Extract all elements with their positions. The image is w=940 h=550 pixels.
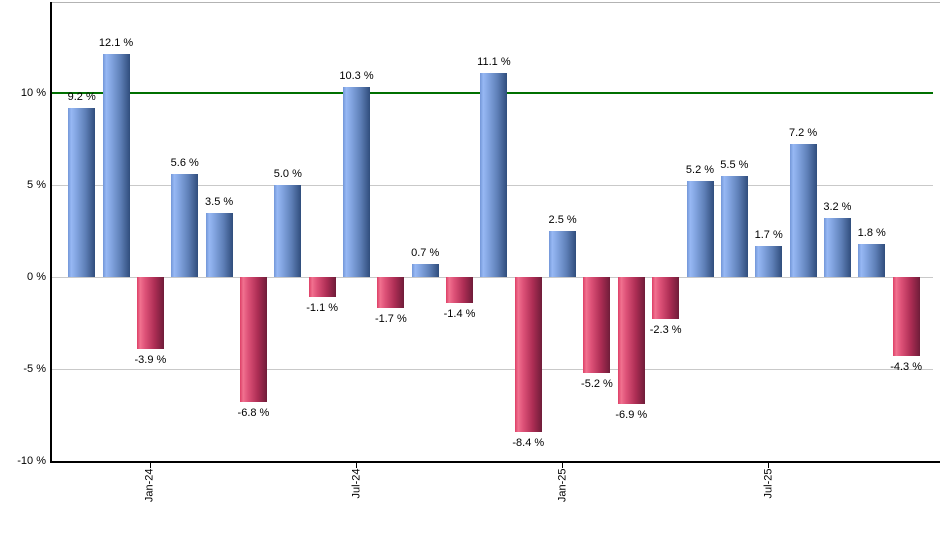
bar-value-label: -6.9 % bbox=[615, 409, 648, 422]
x-axis-tick-label: Jul-24 bbox=[350, 468, 362, 499]
bar-value-label: 5.2 % bbox=[685, 164, 715, 177]
bar-month-22[interactable] bbox=[789, 144, 817, 277]
bar-value-label: 5.5 % bbox=[720, 158, 749, 171]
x-axis-tick bbox=[356, 463, 357, 468]
bar-month-16[interactable] bbox=[583, 277, 611, 373]
bar-month-25[interactable] bbox=[892, 277, 920, 357]
bar-value-label: -3.9 % bbox=[134, 353, 167, 366]
bar-month-10[interactable] bbox=[377, 277, 405, 309]
bar-value-label: 0.7 % bbox=[411, 247, 440, 260]
bar-value-label: 2.5 % bbox=[548, 213, 577, 226]
bar-value-label: -6.8 % bbox=[237, 407, 270, 420]
bar-month-15[interactable] bbox=[549, 230, 577, 277]
bar-value-label: -5.2 % bbox=[581, 377, 613, 390]
gridline bbox=[52, 277, 933, 278]
bar-month-5[interactable] bbox=[205, 212, 233, 277]
bar-month-13[interactable] bbox=[480, 72, 508, 277]
bar-value-label: 7.2 % bbox=[788, 127, 818, 140]
bar-value-label: 12.1 % bbox=[98, 37, 134, 50]
bar-month-8[interactable] bbox=[308, 277, 336, 298]
bar-month-24[interactable] bbox=[858, 243, 886, 277]
bar-month-23[interactable] bbox=[823, 218, 851, 277]
bar-month-21[interactable] bbox=[755, 245, 783, 277]
bar-month-11[interactable] bbox=[411, 264, 439, 277]
bar-value-label: -1.7 % bbox=[374, 313, 407, 326]
bar-value-label: -1.1 % bbox=[306, 302, 339, 315]
bar-month-14[interactable] bbox=[514, 277, 542, 432]
bar-month-7[interactable] bbox=[274, 184, 302, 277]
bar-value-label: -2.3 % bbox=[649, 324, 682, 337]
bar-month-19[interactable] bbox=[686, 181, 714, 277]
y-axis-tick-label: 10 % bbox=[20, 86, 46, 99]
y-axis-tick-label: 5 % bbox=[27, 178, 46, 191]
x-axis-tick bbox=[768, 463, 770, 468]
x-axis-tick-label: Jan-25 bbox=[556, 468, 569, 503]
bar-value-label: -8.4 % bbox=[512, 436, 545, 449]
bar-month-6[interactable] bbox=[239, 277, 267, 403]
bar-month-12[interactable] bbox=[446, 277, 474, 303]
x-axis-tick bbox=[562, 463, 564, 468]
gridline bbox=[52, 369, 933, 371]
y-axis-tick-label: -10 % bbox=[17, 455, 46, 468]
x-axis-line bbox=[50, 461, 940, 463]
bar-month-4[interactable] bbox=[171, 173, 199, 277]
plot-top-border bbox=[52, 2, 940, 3]
bar-value-label: 3.5 % bbox=[205, 195, 234, 208]
bar-value-label: 5.0 % bbox=[273, 167, 302, 180]
bar-value-label: 10.3 % bbox=[339, 70, 374, 83]
bar-value-label: -1.4 % bbox=[443, 307, 476, 320]
y-axis-line bbox=[50, 2, 52, 463]
x-axis-tick bbox=[149, 463, 151, 468]
y-axis-tick-label: -5 % bbox=[23, 363, 46, 376]
bar-value-label: 1.7 % bbox=[754, 228, 783, 241]
bar-month-1[interactable] bbox=[68, 107, 96, 277]
x-axis-tick-label: Jul-25 bbox=[762, 468, 775, 499]
bar-month-9[interactable] bbox=[343, 87, 370, 277]
bar-value-label: 5.6 % bbox=[170, 156, 199, 169]
x-axis-tick-label: Jan-24 bbox=[143, 468, 156, 503]
y-axis-tick-label: 0 % bbox=[27, 271, 46, 283]
bar-value-label: -4.3 % bbox=[890, 361, 922, 374]
bar-value-label: 1.8 % bbox=[857, 226, 886, 239]
bar-month-17[interactable] bbox=[617, 277, 645, 405]
bar-month-2[interactable] bbox=[102, 54, 130, 277]
bar-value-label: 3.2 % bbox=[823, 201, 852, 214]
bar-month-20[interactable] bbox=[720, 175, 748, 277]
bar-value-label: 9.2 % bbox=[67, 90, 96, 103]
bar-month-3[interactable] bbox=[136, 277, 164, 349]
bar-value-label: 11.1 % bbox=[477, 55, 511, 68]
bar-month-18[interactable] bbox=[652, 277, 680, 320]
